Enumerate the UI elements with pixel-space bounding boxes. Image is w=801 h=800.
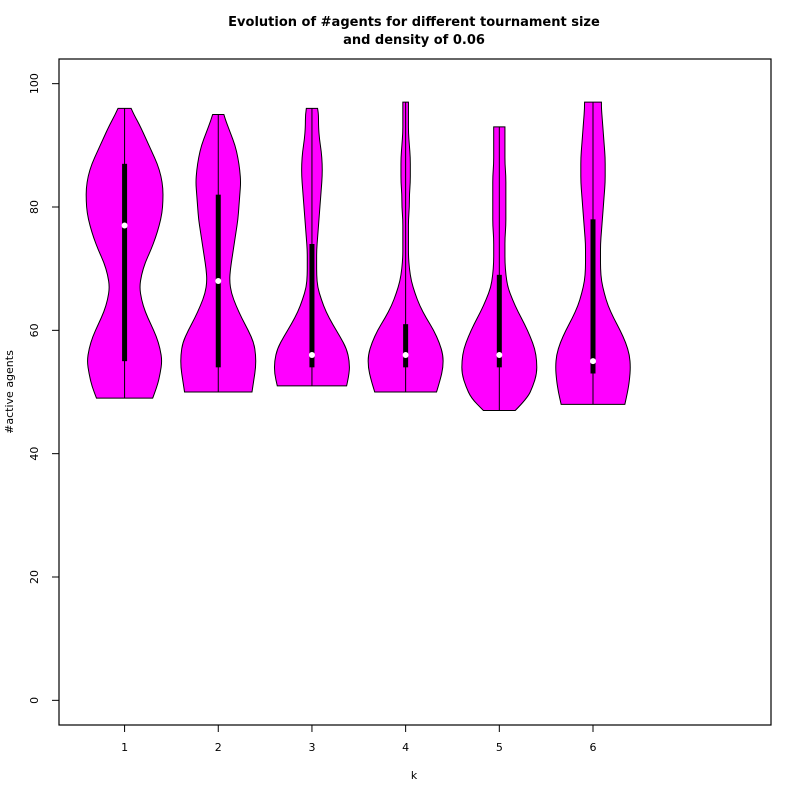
x-axis-label: k (411, 769, 418, 782)
violin-k2 (180, 114, 257, 393)
y-tick-label: 0 (28, 697, 41, 704)
violin-median-point (402, 352, 409, 358)
violin-k6 (555, 101, 631, 405)
violin-iqr-box (496, 274, 502, 368)
violin-k5 (461, 126, 538, 411)
violin-median-point (496, 352, 503, 358)
violin-k3 (273, 107, 350, 387)
violin-median-point (308, 352, 315, 358)
violin-k1 (85, 107, 164, 399)
y-tick-label: 60 (28, 323, 41, 337)
violin-median-point (590, 358, 596, 365)
violin-iqr-box (309, 244, 315, 368)
violin-iqr-box (122, 163, 128, 362)
violin-iqr-box (590, 219, 596, 374)
y-tick-label: 40 (28, 447, 41, 461)
plot-frame (58, 58, 772, 726)
violin-iqr-box (403, 324, 409, 368)
chart-title-line1: Evolution of #agents for different tourn… (228, 15, 600, 30)
violin-k4 (367, 101, 444, 393)
x-tick-label: 2 (215, 741, 222, 754)
violin-median-point (215, 278, 222, 284)
x-tick-label: 4 (402, 741, 409, 754)
y-tick-label: 100 (28, 73, 41, 94)
y-tick-label: 80 (28, 200, 41, 214)
y-tick-label: 20 (28, 570, 41, 584)
x-tick-label: 6 (590, 741, 597, 754)
x-tick-label: 3 (308, 741, 315, 754)
x-tick-label: 1 (121, 741, 128, 754)
x-tick-label: 5 (496, 741, 503, 754)
x-axis: 1 2 3 4 5 6 (121, 725, 597, 754)
violins-group (85, 101, 631, 411)
y-axis: 0 20 40 60 80 100 (28, 73, 59, 704)
violin-median-point (121, 222, 128, 229)
chart-title-line2: and density of 0.06 (343, 33, 485, 48)
y-axis-label: #active agents (3, 350, 16, 434)
